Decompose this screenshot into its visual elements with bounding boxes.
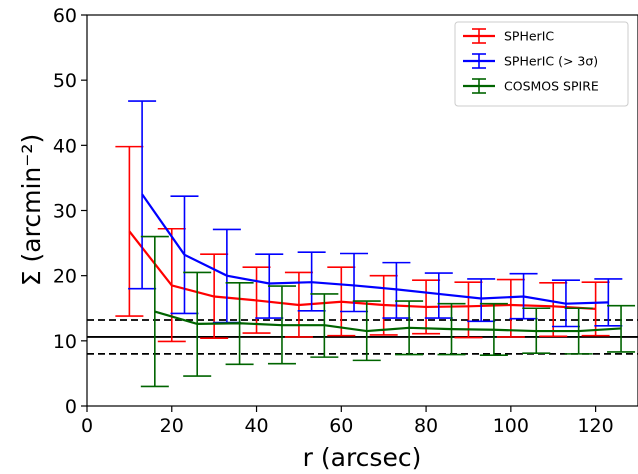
y-tick-label: 40 bbox=[53, 135, 77, 157]
errorbar-0-3 bbox=[242, 266, 271, 334]
x-tick-label: 100 bbox=[493, 415, 529, 437]
x-tick-label: 0 bbox=[81, 415, 93, 437]
errorbar-1-6 bbox=[382, 261, 411, 319]
x-tick-label: 120 bbox=[577, 415, 613, 437]
errorbar-2-5 bbox=[352, 300, 381, 362]
x-tick-label: 40 bbox=[244, 415, 268, 437]
x-tick-label: 60 bbox=[329, 415, 353, 437]
y-axis-title: Σ (arcmin⁻²) bbox=[17, 134, 46, 286]
errorbar-1-4 bbox=[297, 251, 326, 312]
errorbar-0-11 bbox=[581, 281, 610, 337]
errorbar-1-11 bbox=[594, 278, 623, 327]
series-line-2 bbox=[154, 310, 622, 333]
errorbar-2-6 bbox=[395, 300, 424, 356]
legend-entry-1: SPHerIC (> 3σ) bbox=[463, 53, 598, 69]
errorbar-0-5 bbox=[327, 266, 356, 337]
y-tick-label: 0 bbox=[65, 396, 77, 418]
errorbar-2-1 bbox=[183, 271, 212, 377]
errorbar-1-0 bbox=[128, 100, 157, 290]
errorbar-2-7 bbox=[437, 302, 466, 356]
errorbar-0-10 bbox=[539, 282, 568, 338]
series-line-1 bbox=[141, 193, 609, 305]
x-axis: 0 20 40 60 80 100 120 bbox=[81, 406, 614, 437]
y-tick-label: 10 bbox=[53, 331, 77, 353]
series-layer bbox=[115, 100, 636, 388]
legend-entry-2: COSMOS SPIRE bbox=[463, 78, 599, 94]
legend-box bbox=[454, 21, 629, 107]
errorbar-0-0 bbox=[115, 145, 144, 317]
y-tick-label: 20 bbox=[53, 266, 77, 288]
legend-label-1: SPHerIC (> 3σ) bbox=[504, 54, 598, 69]
errorbar-2-3 bbox=[267, 285, 296, 365]
y-tick-label: 30 bbox=[53, 201, 77, 223]
legend: SPHerIC SPHerIC (> 3σ) COSMOS SPIRE bbox=[454, 21, 629, 107]
errorbar-1-10 bbox=[551, 279, 580, 328]
errorbar-2-8 bbox=[479, 302, 508, 356]
errorbar-0-7 bbox=[412, 279, 441, 335]
errorbar-2-4 bbox=[310, 293, 339, 358]
errorbar-2-2 bbox=[225, 282, 254, 366]
errorbar-2-11 bbox=[607, 304, 636, 353]
legend-label-0: SPHerIC bbox=[504, 29, 554, 44]
errorbar-0-9 bbox=[496, 278, 525, 338]
series-line-0 bbox=[128, 230, 596, 310]
x-tick-label: 20 bbox=[160, 415, 184, 437]
errorbar-1-9 bbox=[509, 272, 538, 320]
errorbar-2-0 bbox=[140, 235, 169, 388]
x-axis-title: r (arcsec) bbox=[303, 443, 422, 472]
errorbar-1-1 bbox=[170, 195, 199, 315]
errorbar-0-6 bbox=[369, 274, 398, 336]
errorbar-2-10 bbox=[564, 307, 593, 355]
y-axis: 0 10 20 30 40 50 60 bbox=[53, 5, 87, 418]
legend-label-2: COSMOS SPIRE bbox=[504, 79, 599, 94]
y-tick-label: 50 bbox=[53, 70, 77, 92]
errorbar-0-1 bbox=[157, 227, 186, 343]
errorbar-2-9 bbox=[522, 307, 551, 355]
y-tick-label: 60 bbox=[53, 5, 77, 27]
errorbar-1-7 bbox=[424, 272, 453, 319]
errorbar-1-8 bbox=[467, 278, 496, 323]
legend-entry-0: SPHerIC bbox=[463, 28, 554, 44]
series-0 bbox=[115, 145, 610, 343]
x-tick-label: 80 bbox=[414, 415, 438, 437]
series-1 bbox=[128, 100, 623, 328]
series-2 bbox=[140, 235, 636, 388]
